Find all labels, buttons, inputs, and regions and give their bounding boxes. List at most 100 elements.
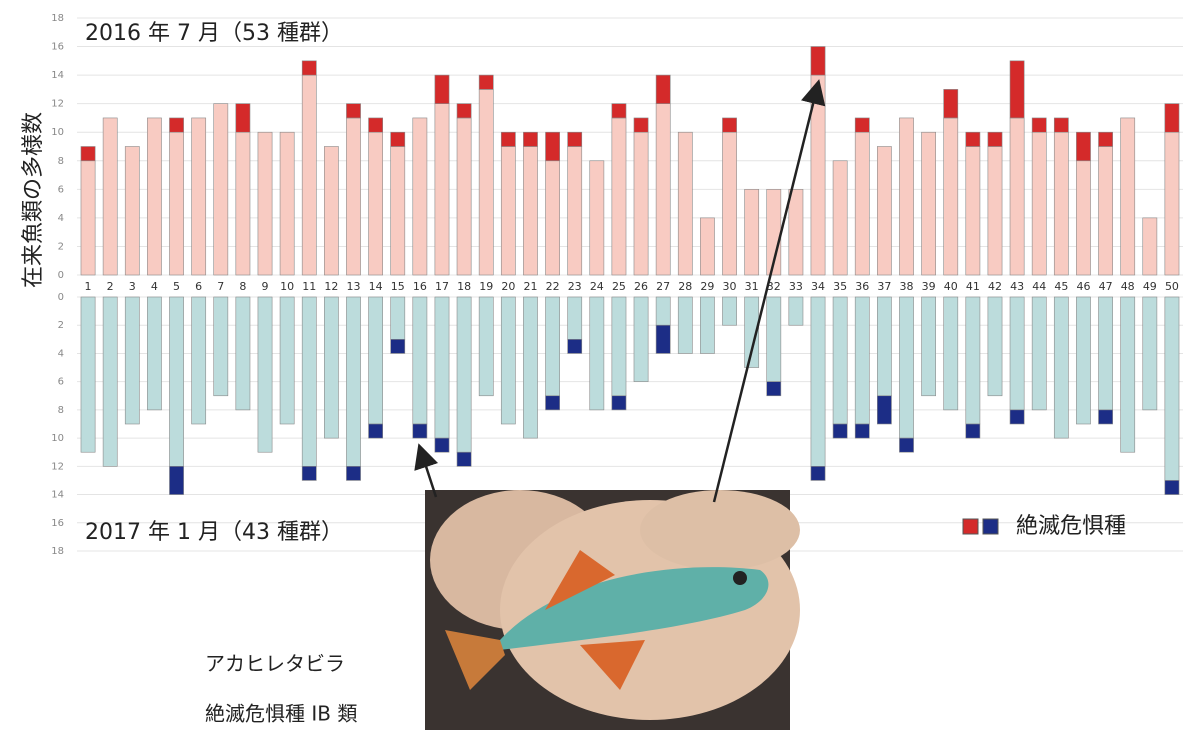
bar [545, 160, 560, 276]
chart-title: 2017 年 1 月（43 種群） [85, 520, 343, 545]
bar [169, 117, 184, 133]
bar [346, 296, 361, 467]
x-tick-label: 21 [523, 280, 537, 293]
bar [191, 296, 207, 425]
bar [1164, 103, 1180, 133]
bar [1076, 296, 1091, 425]
bar [611, 296, 627, 397]
bar [810, 296, 826, 467]
bar [987, 146, 1003, 276]
x-tick-label: 37 [877, 280, 891, 293]
hand [640, 490, 800, 570]
y-tick-label: 16 [51, 518, 64, 529]
y-tick-label: 8 [58, 405, 64, 416]
x-tick-label: 1 [85, 280, 92, 293]
bar [766, 381, 782, 397]
bar [412, 296, 428, 425]
bar [943, 296, 959, 411]
bar [102, 117, 118, 276]
bar [235, 103, 251, 133]
bar [633, 296, 649, 382]
x-tick-label: 34 [811, 280, 825, 293]
x-tick-label: 29 [700, 280, 714, 293]
legend-swatch [962, 518, 979, 535]
x-tick-label: 28 [678, 280, 692, 293]
bar [722, 117, 737, 133]
bar [854, 117, 870, 133]
bar [213, 103, 229, 276]
y-tick-label: 18 [51, 546, 64, 557]
x-tick-label: 26 [634, 280, 648, 293]
y-tick-label: 2 [58, 241, 64, 252]
bar [478, 296, 494, 397]
arrow [712, 79, 826, 503]
bar [390, 339, 406, 354]
bar [523, 296, 538, 439]
bar [1076, 160, 1091, 276]
y-tick-label: 18 [51, 13, 64, 24]
bar [279, 131, 295, 276]
bar [877, 296, 892, 397]
bar [1031, 117, 1047, 133]
bar [655, 74, 671, 104]
y-tick-label: 10 [51, 127, 64, 138]
x-tick-label: 8 [239, 280, 246, 293]
y-tick-label: 4 [58, 213, 64, 224]
fish-eye [733, 571, 747, 585]
bar [854, 296, 870, 425]
bar [1053, 131, 1069, 276]
bar [390, 296, 406, 340]
bar [500, 146, 516, 276]
x-tick-label: 30 [723, 280, 737, 293]
legend-label: 絶滅危惧種 [1016, 514, 1126, 539]
bar [434, 437, 450, 453]
bar [1164, 131, 1180, 276]
bar [523, 131, 538, 147]
x-tick-label: 3 [129, 280, 136, 293]
bar [854, 131, 870, 276]
x-tick-label: 33 [789, 280, 803, 293]
bar [169, 466, 184, 495]
bar [191, 117, 207, 276]
bar [346, 466, 361, 481]
bar [434, 103, 450, 276]
x-tick-label: 35 [833, 280, 847, 293]
bar [478, 89, 494, 276]
bar [899, 296, 914, 439]
x-tick-label: 18 [457, 280, 471, 293]
bar [677, 296, 693, 354]
bar [1009, 296, 1025, 411]
bar [478, 74, 494, 90]
y-tick-label: 16 [51, 42, 64, 53]
bar [346, 117, 361, 276]
bar [1120, 117, 1136, 276]
x-tick-label: 43 [1010, 280, 1024, 293]
y-tick-label: 14 [51, 490, 64, 501]
bar [788, 296, 804, 326]
x-tick-label: 5 [173, 280, 180, 293]
bar [324, 146, 339, 276]
bar [80, 160, 96, 276]
bar [987, 296, 1003, 397]
bar [124, 296, 140, 425]
bar [1164, 480, 1180, 495]
y-tick-label: 2 [58, 320, 64, 331]
x-tick-label: 4 [151, 280, 158, 293]
bar [567, 339, 583, 354]
x-tick-label: 46 [1076, 280, 1090, 293]
bar [368, 423, 383, 439]
x-tick-label: 12 [324, 280, 338, 293]
bar [700, 296, 715, 354]
legend-swatch [982, 518, 999, 535]
y-tick-label: 4 [58, 348, 64, 359]
bar [545, 131, 560, 162]
y-tick-label: 12 [51, 461, 64, 472]
bar [655, 103, 671, 276]
x-tick-label: 32 [767, 280, 781, 293]
bar [921, 131, 936, 276]
bar [832, 296, 848, 425]
x-tick-label: 2 [107, 280, 114, 293]
x-tick-label: 14 [369, 280, 383, 293]
bar [1076, 131, 1091, 162]
